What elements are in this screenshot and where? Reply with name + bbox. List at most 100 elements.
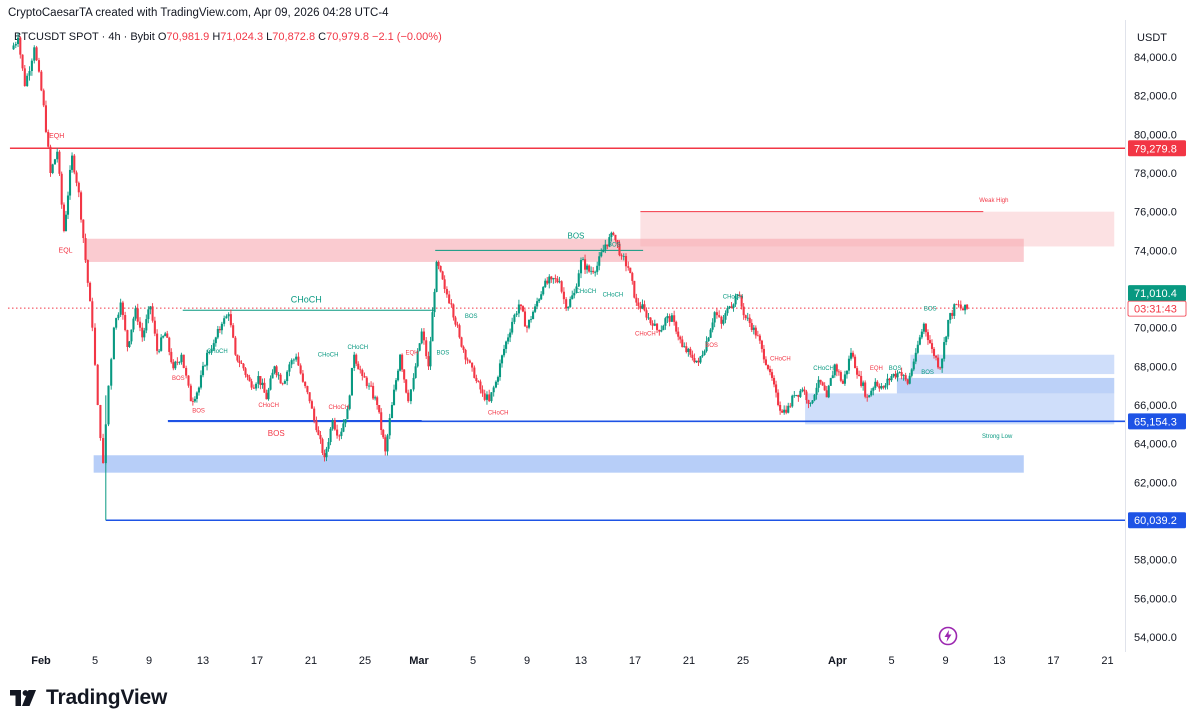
symbol-info[interactable]: BTCUSDT SPOT · 4h · Bybit — [14, 31, 155, 43]
candle — [558, 281, 561, 283]
candle — [762, 348, 765, 360]
countdown-tag: 03:31:43 — [1134, 304, 1177, 316]
candle — [28, 71, 31, 76]
candle — [894, 373, 897, 378]
annotation-label: CHoCH — [347, 345, 368, 351]
candle — [93, 327, 97, 365]
candle — [201, 365, 205, 376]
candle — [240, 362, 243, 364]
candle — [910, 369, 913, 376]
candle — [485, 394, 488, 400]
candle — [269, 378, 272, 390]
resistance-price-tag: 79,279.8 — [1134, 143, 1177, 155]
candle — [195, 392, 198, 399]
candle — [926, 332, 929, 341]
tradingview-brand[interactable]: TradingView — [10, 686, 167, 710]
candle — [425, 340, 428, 357]
y-tick-label: 56,000.0 — [1134, 593, 1177, 605]
candle — [232, 325, 235, 338]
candle — [327, 442, 330, 449]
candle — [503, 348, 506, 356]
candle — [437, 261, 440, 266]
candle — [498, 363, 502, 378]
candle — [191, 401, 194, 402]
annotation-label: Strong Low — [982, 434, 1013, 440]
candle — [99, 405, 102, 439]
candle — [44, 105, 47, 132]
candle — [271, 372, 274, 379]
annotation-label: BOS — [437, 351, 450, 357]
candle — [641, 304, 644, 309]
candle — [170, 351, 173, 363]
candle — [770, 372, 774, 378]
candle — [259, 376, 262, 386]
candle — [350, 367, 353, 396]
candle — [286, 371, 289, 382]
tradingview-logo-icon — [10, 690, 36, 706]
candle — [130, 329, 133, 342]
high-value: 71,024.3 — [220, 31, 264, 43]
x-tick-label: 5 — [470, 655, 476, 667]
annotation-label: CHoCH — [258, 403, 279, 409]
candle — [612, 232, 615, 235]
candle — [939, 367, 942, 369]
candle — [47, 131, 50, 147]
candle — [764, 359, 767, 366]
candle — [868, 395, 871, 398]
candle — [208, 351, 211, 353]
candle — [900, 372, 903, 376]
candle — [283, 381, 286, 384]
candle — [441, 271, 444, 280]
candle — [380, 412, 383, 430]
lightning-icon[interactable] — [938, 626, 958, 646]
candle — [596, 265, 599, 272]
candle — [795, 394, 798, 396]
candle — [874, 381, 877, 388]
candle — [631, 273, 634, 281]
candle — [709, 329, 712, 338]
candle — [84, 238, 87, 260]
candle — [590, 270, 593, 272]
candle — [740, 296, 743, 307]
candle — [635, 297, 638, 303]
candle — [728, 306, 731, 309]
candle — [777, 392, 780, 405]
candle — [920, 331, 923, 338]
candle — [697, 360, 700, 363]
candle — [492, 387, 495, 393]
candle — [943, 342, 946, 359]
candle — [374, 397, 377, 399]
candle — [872, 387, 875, 391]
candle — [789, 405, 792, 407]
candle — [158, 350, 161, 352]
candle — [174, 361, 177, 369]
candle — [297, 356, 300, 366]
y-tick-label: 82,000.0 — [1134, 91, 1177, 103]
candle — [602, 249, 605, 253]
candle — [64, 214, 68, 231]
candle — [517, 304, 520, 314]
candle — [229, 314, 232, 326]
candle — [71, 155, 74, 170]
candle — [622, 256, 625, 257]
candle — [477, 381, 480, 382]
candle — [957, 304, 960, 306]
candle — [193, 398, 196, 402]
candle — [397, 370, 400, 381]
annotation-label: CHoCH — [723, 295, 744, 301]
candle — [30, 60, 33, 72]
candle — [40, 71, 43, 91]
candle — [308, 392, 311, 402]
candle — [658, 329, 661, 332]
candle — [548, 276, 551, 284]
x-tick-label: 5 — [888, 655, 894, 667]
candle — [633, 280, 636, 298]
candle — [401, 354, 404, 370]
candle — [443, 279, 446, 289]
candle — [336, 429, 339, 436]
candle — [370, 385, 373, 387]
candle — [306, 386, 309, 393]
candle — [766, 365, 770, 370]
weak-high-zone — [640, 211, 1115, 247]
